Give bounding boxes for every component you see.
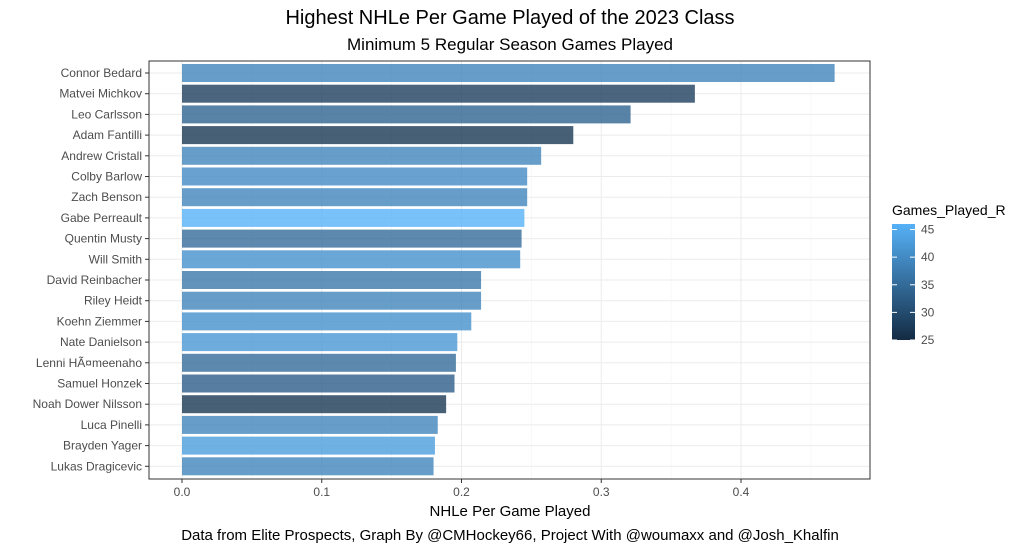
y-tick-label: Quentin Musty [65, 232, 142, 246]
bar [182, 374, 455, 393]
legend-tick-label: 35 [921, 278, 935, 292]
legend-tick-label: 30 [921, 305, 935, 319]
y-tick-label: Connor Bedard [61, 66, 142, 80]
legend-colorbar [892, 224, 915, 340]
y-tick-label: Brayden Yager [63, 439, 142, 453]
x-axis-ticks: 0.0 0.1 0.2 0.3 0.4 [174, 479, 750, 499]
legend: Games_Played_R 25 30 35 40 45 [892, 202, 1006, 347]
chart-caption: Data from Elite Prospects, Graph By @CMH… [181, 527, 839, 544]
x-tick-label: 0.1 [313, 485, 330, 499]
bar [182, 229, 522, 248]
chart-subtitle: Minimum 5 Regular Season Games Played [347, 35, 673, 54]
y-tick-label: Adam Fantilli [73, 128, 142, 142]
bar [182, 457, 434, 476]
y-tick-label: Lenni HÃ¤meenaho [36, 356, 142, 370]
y-axis-ticks: Connor Bedard Matvei Michkov Leo Carlsson A… [33, 66, 149, 473]
bar [182, 395, 447, 414]
bar [182, 208, 525, 227]
x-tick-label: 0.0 [174, 485, 191, 499]
panel-border [148, 60, 871, 480]
x-tick-label: 0.4 [733, 485, 750, 499]
bar [182, 105, 631, 124]
bars [182, 64, 835, 476]
bar [182, 353, 456, 372]
y-tick-label: Riley Heidt [84, 294, 143, 308]
chart-title: Highest NHLe Per Game Played of the 2023… [285, 7, 734, 29]
legend-tick-label: 25 [921, 333, 935, 347]
y-tick-label: Gabe Perreault [61, 211, 143, 225]
bar [182, 250, 521, 269]
bar [182, 188, 528, 207]
y-tick-label: Will Smith [89, 252, 142, 266]
y-tick-label: Colby Barlow [71, 170, 142, 184]
bar [182, 64, 835, 82]
y-tick-label: Zach Benson [71, 190, 142, 204]
y-tick-label: Nate Danielson [60, 335, 142, 349]
y-tick-label: Matvei Michkov [59, 87, 142, 101]
bar [182, 271, 482, 289]
bar [182, 126, 574, 145]
bar [182, 333, 458, 352]
y-tick-label: Noah Dower Nilsson [33, 397, 142, 411]
bar [182, 436, 435, 455]
y-tick-label: David Reinbacher [47, 273, 142, 287]
y-tick-label: Lukas Dragicevic [51, 459, 142, 473]
y-tick-label: Leo Carlsson [71, 107, 142, 121]
x-tick-label: 0.2 [453, 485, 470, 499]
legend-tick-label: 40 [921, 250, 935, 264]
x-tick-label: 0.3 [593, 485, 610, 499]
y-tick-label: Andrew Cristall [61, 149, 142, 163]
legend-title: Games_Played_R [892, 202, 1006, 218]
y-tick-label: Samuel Honzek [57, 377, 143, 391]
bar [182, 415, 438, 434]
x-axis-label: NHLe Per Game Played [430, 503, 591, 520]
y-tick-label: Luca Pinelli [81, 418, 142, 432]
plot-panel [148, 60, 871, 480]
bar [182, 291, 482, 310]
y-tick-label: Koehn Ziemmer [57, 314, 142, 328]
legend-tick-label: 45 [921, 223, 935, 237]
bar [182, 167, 528, 186]
bar [182, 146, 542, 165]
bar [182, 84, 695, 103]
legend-ticks: 25 30 35 40 45 [892, 223, 935, 347]
bar [182, 312, 472, 331]
